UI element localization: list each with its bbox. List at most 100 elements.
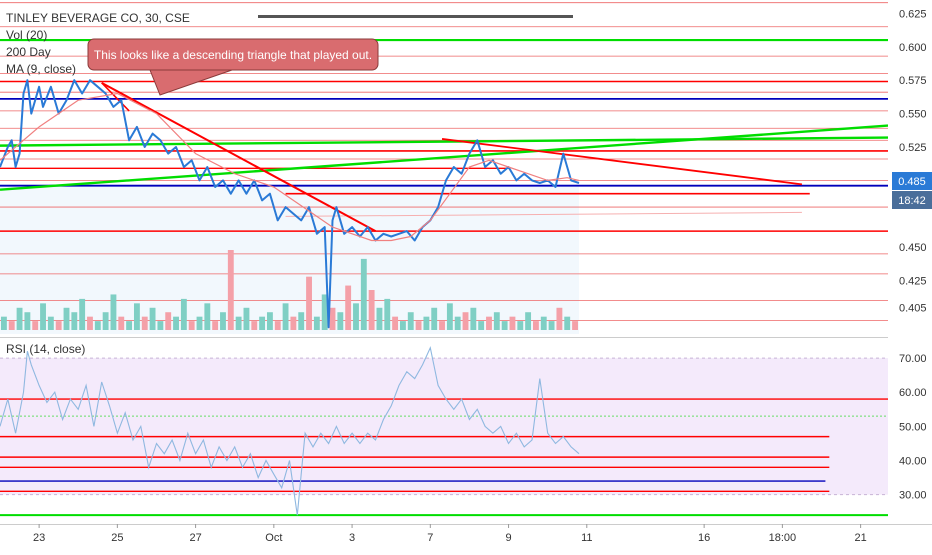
volume-bar — [517, 321, 524, 330]
volume-bar — [470, 307, 477, 330]
volume-bar — [110, 294, 117, 330]
time-tick-label: 3 — [349, 532, 355, 544]
legend-rsi[interactable]: RSI (14, close) — [6, 342, 85, 356]
time-tick-label: 16 — [698, 532, 710, 544]
rsi-tick-label: 60.00 — [899, 387, 927, 399]
volume-bar — [353, 303, 359, 330]
volume-bars — [0, 250, 578, 330]
volume-bar — [368, 290, 375, 330]
volume-bar — [24, 312, 31, 330]
volume-bar — [251, 321, 258, 330]
volume-bar — [329, 307, 336, 330]
volume-bar — [243, 307, 250, 330]
volume-bar — [87, 316, 93, 330]
time-axis[interactable]: 23 25 27 Oct 3 7 9 11 16 18:00 21 — [0, 524, 932, 544]
volume-bar — [454, 316, 461, 330]
price-line — [0, 79, 580, 329]
volume-bar — [173, 316, 179, 330]
volume-bar — [321, 294, 328, 330]
volume-bar — [525, 312, 532, 330]
volume-bar — [141, 316, 148, 330]
volume-bar — [548, 321, 555, 330]
volume-bar — [407, 312, 414, 330]
legend-volume[interactable]: Vol (20) — [6, 28, 47, 42]
volume-bar — [298, 312, 305, 330]
volume-bar — [47, 316, 54, 330]
price-tick-label: 0.625 — [899, 8, 927, 20]
volume-bar — [55, 321, 62, 330]
time-tick-label: 9 — [505, 532, 511, 544]
countdown-badge — [892, 191, 932, 209]
volume-bar — [415, 321, 422, 330]
volume-bar — [149, 307, 156, 330]
legend-ma[interactable]: MA (9, close) — [6, 62, 76, 76]
volume-bar — [8, 321, 15, 330]
volume-bar — [63, 307, 70, 330]
volume-bar — [564, 316, 571, 330]
volume-bar — [118, 316, 125, 330]
volume-bar — [227, 250, 234, 330]
volume-bar — [478, 321, 485, 330]
symbol-title: TINLEY BEVERAGE CO, 30, CSE — [6, 11, 190, 25]
volume-bar — [133, 303, 140, 330]
volume-bar — [384, 298, 391, 330]
volume-bar — [376, 307, 383, 330]
price-axis[interactable]: 0.6250.6000.5750.5500.5250.5000.4500.425… — [888, 0, 932, 550]
volume-bar — [102, 312, 109, 330]
volume-bar — [486, 316, 492, 330]
legend: TINLEY BEVERAGE CO, 30, CSE Vol (20) 200… — [6, 11, 573, 356]
rising-trendline[interactable] — [0, 124, 889, 191]
trendline-drawings[interactable] — [0, 81, 889, 233]
rsi-band — [0, 358, 888, 495]
descending-trendline[interactable] — [101, 81, 377, 233]
rsi-tick-label: 50.00 — [899, 421, 927, 433]
volume-bar — [94, 321, 101, 330]
volume-bar — [71, 312, 78, 330]
volume-bar — [259, 316, 266, 330]
annotation-callout[interactable]: This looks like a descending triangle th… — [87, 38, 379, 96]
volume-bar — [204, 303, 211, 330]
time-tick-label: 11 — [581, 532, 592, 544]
volume-bar — [212, 321, 219, 330]
volume-bar — [220, 312, 226, 330]
time-tick-label: 23 — [33, 532, 45, 544]
title-strike-bar — [258, 15, 573, 18]
price-tick-label: 0.575 — [899, 75, 927, 87]
volume-bar — [439, 321, 445, 330]
last-price-label: 0.485 — [898, 176, 926, 188]
price-shade — [0, 184, 579, 334]
ma-line — [0, 92, 580, 242]
volume-bar — [337, 312, 344, 330]
volume-bar — [290, 316, 297, 330]
descending-resistance[interactable] — [441, 138, 803, 186]
volume-bar — [40, 303, 46, 330]
volume-bar — [572, 321, 578, 330]
volume-bar — [431, 307, 438, 330]
rsi-line — [0, 346, 580, 516]
triangle-edge[interactable] — [101, 82, 130, 112]
volume-bar — [313, 316, 320, 330]
volume-bar — [423, 316, 430, 330]
time-tick-label: 21 — [854, 532, 866, 544]
volume-bar — [188, 321, 195, 330]
price-tick-label: 0.600 — [899, 42, 927, 54]
rsi-tick-label: 30.00 — [899, 490, 927, 502]
last-price-badge — [892, 172, 932, 190]
legend-200-day[interactable]: 200 Day — [6, 45, 51, 59]
volume-bar — [446, 303, 453, 330]
faint-segment[interactable] — [285, 211, 802, 217]
rsi-tick-label: 40.00 — [899, 456, 927, 468]
price-badges: 0.485 18:42 — [892, 172, 932, 209]
volume-bar — [540, 316, 547, 330]
callout-box[interactable] — [87, 38, 379, 71]
volume-bar — [180, 298, 187, 330]
rsi-tick-label: 70.00 — [899, 353, 927, 365]
volume-bar — [0, 316, 7, 330]
time-tick-label: 25 — [111, 532, 123, 544]
flat-trendline[interactable] — [0, 136, 889, 147]
countdown-label: 18:42 — [898, 195, 926, 207]
time-tick-label: 27 — [189, 532, 201, 544]
volume-bar — [345, 285, 352, 330]
